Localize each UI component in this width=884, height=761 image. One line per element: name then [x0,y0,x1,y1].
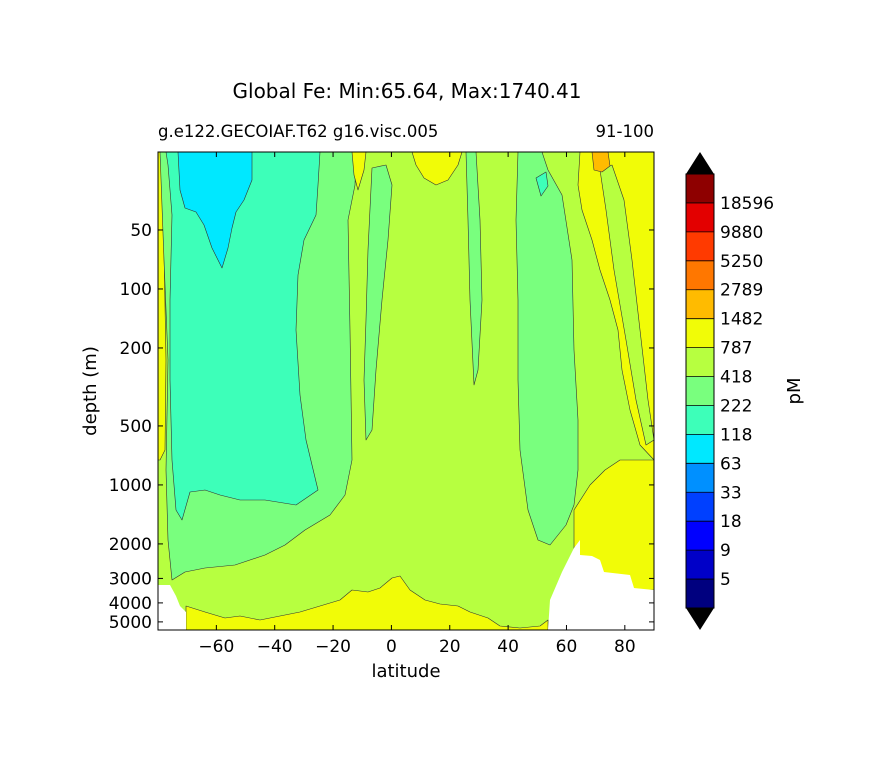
colorbar-tick-label: 5 [720,570,731,590]
contour-region-787-1482-eq2 [351,152,367,191]
colorbar-swatch [686,231,714,261]
colorbar-swatch [686,463,714,493]
colorbar-label: pM [784,378,805,405]
contour-region-63-118-south [177,152,253,269]
colorbar-swatch [686,289,714,319]
colorbar-swatch [686,579,714,608]
contour-region-222-418-mid [465,152,483,386]
colorbar: 5 9 18 33 63 118 222 418 787 1482 2789 5250 9880 1859… [685,152,774,630]
colorbar-tick-label: 222 [720,396,752,416]
contour-region-787-1482-eq [411,152,463,186]
colorbar-tick-label: 18 [720,512,742,532]
y-tick-label: 50 [130,221,152,241]
colorbar-swatch [686,550,714,580]
colorbar-extend-min [686,608,714,630]
y-tick-label: 100 [120,280,152,300]
contour-region-222-418-north [515,152,579,546]
colorbar-frame [685,173,715,609]
colorbar-tick-label: 5250 [720,252,763,272]
x-axis-label: latitude [371,661,440,682]
contour-region-787-1482-deep [185,575,549,630]
colorbar-swatch [686,405,714,435]
colorbar-swatch [686,492,714,522]
plot-frame [157,151,655,631]
x-tick-label: −60 [198,637,234,657]
y-axis-label: depth (m) [80,346,101,436]
y-tick-label: 3000 [109,569,152,589]
y-tick-label: 5000 [109,613,152,633]
x-tick-label: 80 [614,637,636,657]
colorbar-tick-label: 33 [720,483,742,503]
y-tick-label: 200 [120,339,152,359]
colorbar-tick-label: 1482 [720,310,763,330]
colorbar-tick-label: 418 [720,368,752,388]
x-tick-label: 60 [556,637,578,657]
colorbar-swatch [686,347,714,377]
x-tick-label: 20 [439,637,461,657]
land-mask-south [158,585,186,630]
colorbar-tick-label: 787 [720,339,752,359]
contour-region-118-222-spot [535,171,549,197]
colorbar-swatch [686,202,714,232]
colorbar-swatch [686,434,714,464]
contour-region-118-222-south [165,152,321,521]
contour-region-222-418-eq [363,164,393,441]
colorbar-swatch [686,376,714,406]
chart-subtitle-right: 91-100 [596,122,654,141]
colorbar-swatch [686,260,714,290]
x-axis: −60 −40 −20 0 20 40 60 80 [198,152,636,657]
contour-region-418-787-north [599,164,654,446]
chart-subtitle-left: g.e122.GECOIAF.T62 g16.visc.005 [158,122,438,141]
x-tick-label: 40 [497,637,519,657]
colorbar-tick-label: 118 [720,425,752,445]
y-tick-label: 4000 [109,594,152,614]
y-tick-label: 1000 [109,476,152,496]
x-tick-label: 0 [386,637,397,657]
colorbar-tick-label: 2789 [720,281,763,301]
contour-region-1482-2789 [591,152,611,173]
colorbar-tick-label: 63 [720,454,742,474]
colorbar-swatch [686,521,714,551]
y-tick-label: 500 [120,417,152,437]
contour-field [158,152,654,630]
y-tick-label: 2000 [109,535,152,555]
colorbar-extend-max [686,152,714,174]
colorbar-tick-label: 18596 [720,194,774,214]
colorbar-tick-label: 9 [720,541,731,561]
colorbar-swatch [686,174,714,203]
colorbar-tick-label: 9880 [720,223,763,243]
colorbar-swatch [686,318,714,348]
chart-title: Global Fe: Min:65.64, Max:1740.41 [233,79,582,103]
land-mask-north [548,540,654,630]
x-tick-label: −40 [257,637,293,657]
x-tick-label: −20 [315,637,351,657]
